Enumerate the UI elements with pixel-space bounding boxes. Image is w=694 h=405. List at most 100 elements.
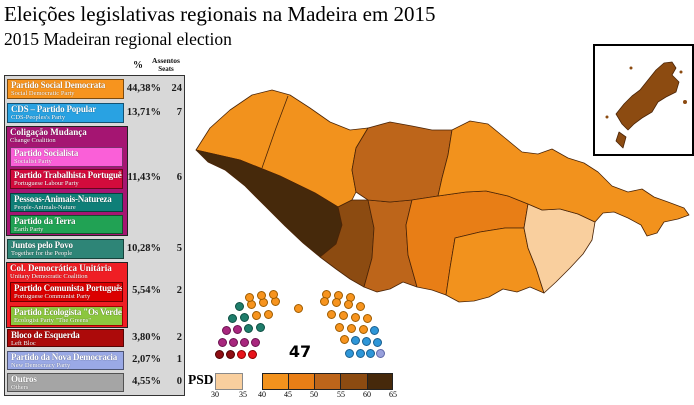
seat-dot-psd bbox=[355, 301, 365, 311]
party-name-pt: Bloco de Esquerda bbox=[11, 330, 80, 340]
party-row-ptp: Partido Trabalhista Português Portuguese… bbox=[10, 169, 123, 189]
party-name-pt: Partido Comunista Português bbox=[14, 283, 123, 293]
map-region-porto-santo bbox=[615, 61, 680, 131]
party-row-mpt: Partido da Terra Earth Party bbox=[10, 215, 123, 234]
party-name-pt: Juntos pelo Povo bbox=[11, 240, 73, 250]
seat-dot-psd bbox=[343, 299, 353, 309]
party-name-en: Earth Party bbox=[14, 226, 44, 233]
party-seats: 7 bbox=[176, 107, 182, 118]
seat-dot-jpp bbox=[243, 323, 253, 333]
party-name-pt: Pessoas-Animais-Natureza bbox=[14, 194, 112, 204]
seat-dot-cds bbox=[361, 336, 371, 346]
seat-dot-psd bbox=[293, 303, 303, 313]
seat-dot-mud bbox=[217, 337, 227, 347]
seat-dot-psd bbox=[326, 309, 336, 319]
column-header-seats-pt: Assentos bbox=[152, 56, 180, 65]
party-seats: 2 bbox=[176, 285, 182, 296]
party-name-en: Socialist Party bbox=[14, 158, 52, 165]
party-name-pt: Partido da Nova Democracia bbox=[11, 352, 118, 362]
party-name-pt: Partido Socialista bbox=[14, 148, 79, 158]
seat-dot-psd bbox=[319, 296, 329, 306]
party-name-pt: Coligação Mudança bbox=[10, 127, 87, 137]
map-region-funchal bbox=[445, 227, 545, 303]
seat-dot-be bbox=[214, 349, 224, 359]
map-islet-dot bbox=[683, 100, 687, 104]
party-name-en: Change Coalition bbox=[10, 137, 56, 144]
party-pct: 4,55% bbox=[132, 376, 161, 387]
scale-seg-60-65 bbox=[367, 373, 393, 390]
scale-tick: 45 bbox=[284, 390, 292, 399]
seat-dot-psd bbox=[244, 292, 254, 302]
party-seats: 5 bbox=[176, 243, 182, 254]
map-islet-dot bbox=[679, 70, 683, 74]
seat-dot-psd bbox=[334, 322, 344, 332]
seat-dot-psd bbox=[350, 312, 360, 322]
page-subtitle: 2015 Madeiran regional election bbox=[4, 29, 232, 49]
scale-seg-50-55 bbox=[314, 373, 341, 390]
party-seats: 1 bbox=[176, 354, 182, 365]
column-header-percent: % bbox=[133, 60, 143, 71]
party-row-pan: Pessoas-Animais-Natureza People-Animals-… bbox=[10, 193, 123, 212]
scale-tick: 40 bbox=[258, 390, 266, 399]
scale-psd-label: PSD bbox=[188, 372, 214, 387]
seat-dot-psd bbox=[251, 310, 261, 320]
party-row-cds: CDS – Partido Popular CDS-Peoples's Part… bbox=[7, 103, 124, 123]
total-seats-label: 47 bbox=[288, 342, 312, 361]
party-name-en: Ecologist Party "The Greens" bbox=[14, 317, 91, 324]
party-name-en: Others bbox=[11, 384, 29, 391]
seat-dot-psd bbox=[338, 310, 348, 320]
coalition-row-mudanca: Coligação Mudança Change Coalition Parti… bbox=[6, 126, 128, 236]
page-title: Eleições legislativas regionais na Madei… bbox=[4, 2, 436, 26]
seat-dot-be bbox=[225, 349, 235, 359]
seat-dot-psd bbox=[339, 334, 349, 344]
party-name-en: Social Democratic Party bbox=[11, 90, 75, 97]
seat-dot-mud bbox=[239, 337, 249, 347]
seat-dot-cds bbox=[369, 325, 379, 335]
seat-dot-cds bbox=[344, 348, 354, 358]
party-pct: 3,80% bbox=[132, 332, 161, 343]
map-region-machico bbox=[437, 120, 690, 237]
map-region-santana bbox=[351, 121, 453, 203]
party-seats: 0 bbox=[176, 376, 182, 387]
scale-tick: 65 bbox=[389, 390, 397, 399]
seat-dot-pnd bbox=[375, 348, 385, 358]
party-name-en: Portuguese Communist Party bbox=[14, 293, 91, 300]
party-name-pt: Col. Democrática Unitária bbox=[10, 263, 112, 273]
party-name-pt: Partido Ecologista "Os Verdes" bbox=[14, 307, 123, 317]
party-name-pt: Partido Trabalhista Português bbox=[14, 170, 123, 180]
results-legend-panel: Partido Social Democrata Social Democrat… bbox=[4, 75, 185, 396]
map-region-ponta-do-sol bbox=[319, 199, 375, 288]
porto-santo-inset-frame bbox=[593, 44, 694, 156]
scale-box-30-35 bbox=[215, 373, 243, 390]
party-name-en: Unitary Democratic Coalition bbox=[10, 273, 88, 280]
party-seats: 6 bbox=[176, 172, 182, 183]
scale-tick: 30 bbox=[211, 390, 219, 399]
scale-seg-45-50 bbox=[288, 373, 315, 390]
party-row-ps: Partido Socialista Socialist Party bbox=[10, 147, 123, 167]
party-pct: 11,43% bbox=[127, 172, 161, 183]
seat-dot-psd bbox=[362, 313, 372, 323]
party-row-pev: Partido Ecologista "Os Verdes" Ecologist… bbox=[10, 306, 123, 326]
seat-dot-jpp bbox=[227, 313, 237, 323]
seat-dot-psd bbox=[268, 289, 278, 299]
seat-dot-cds bbox=[350, 335, 360, 345]
seat-dot-mud bbox=[250, 337, 260, 347]
seat-dot-jpp bbox=[239, 312, 249, 322]
party-name-en: Portuguese Labour Party bbox=[14, 180, 79, 187]
party-pct: 2,07% bbox=[132, 354, 161, 365]
party-pct: 13,71% bbox=[126, 107, 161, 118]
seat-dot-cdu bbox=[236, 349, 246, 359]
seat-dot-psd bbox=[358, 324, 368, 334]
seat-dot-mud bbox=[221, 325, 231, 335]
party-name-en: People-Animals-Nature bbox=[14, 204, 76, 211]
party-name-en: New Democracy Party bbox=[11, 362, 71, 369]
coalition-row-cdu: Col. Democrática Unitária Unitary Democr… bbox=[6, 262, 128, 328]
scale-tick: 50 bbox=[310, 390, 318, 399]
party-pct: 10,28% bbox=[126, 243, 161, 254]
seat-dot-psd bbox=[256, 290, 266, 300]
party-name-en: Left Bloc bbox=[11, 340, 36, 347]
party-row-jpp: Juntos pelo Povo Together for the People bbox=[7, 239, 124, 259]
map-border-porto-moniz-sao-vicente bbox=[261, 95, 289, 169]
seat-dot-psd bbox=[346, 323, 356, 333]
party-row-be: Bloco de Esquerda Left Bloc bbox=[7, 329, 124, 347]
